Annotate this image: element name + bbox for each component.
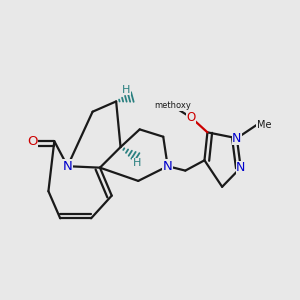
Text: Me: Me [256,120,271,130]
Text: H: H [133,158,141,168]
Text: methoxy: methoxy [154,101,191,110]
Text: N: N [163,160,172,173]
Text: N: N [232,132,242,145]
Text: O: O [187,111,196,124]
Text: H: H [122,85,130,95]
Text: N: N [63,160,72,173]
Text: O: O [27,135,38,148]
Text: N: N [236,161,245,174]
